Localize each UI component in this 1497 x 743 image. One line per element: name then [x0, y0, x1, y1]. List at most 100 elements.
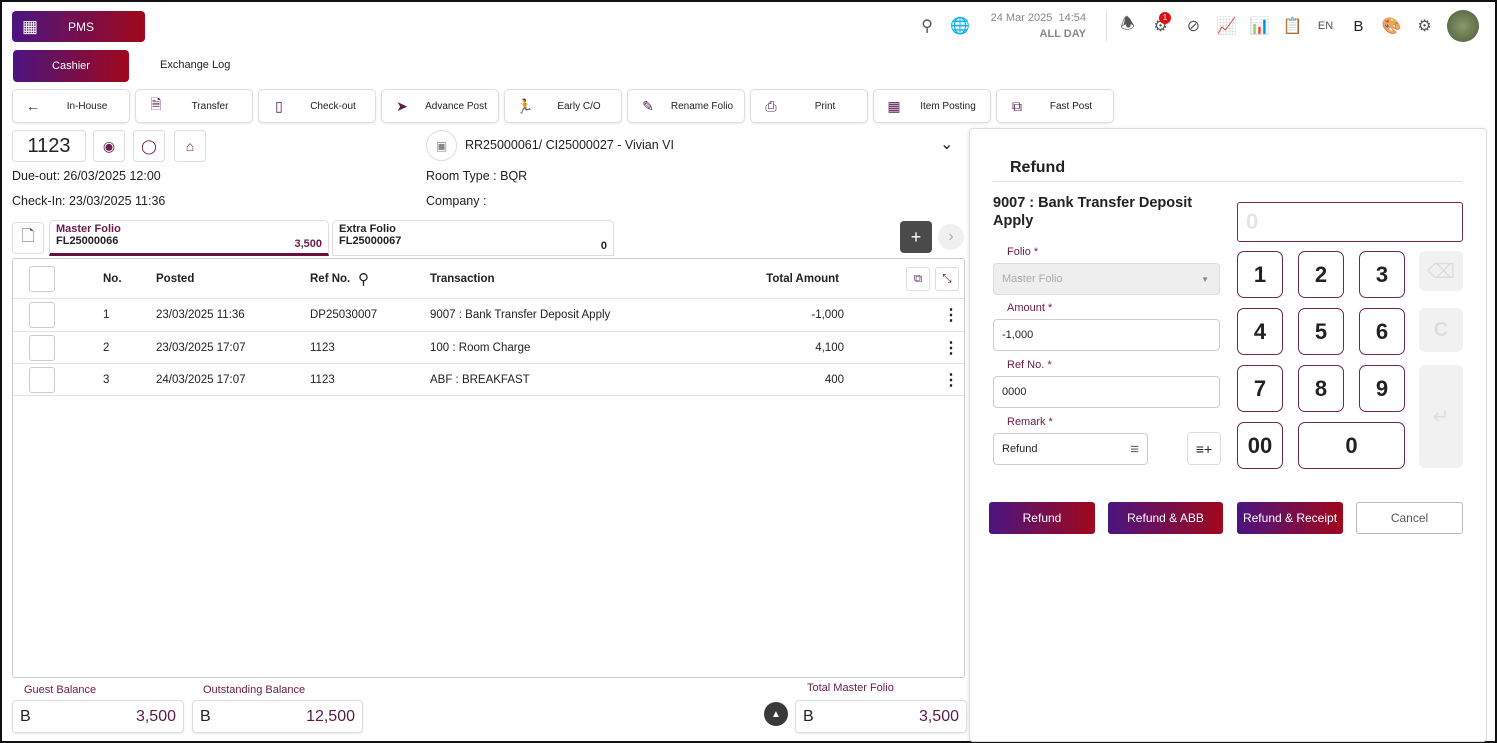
table-row[interactable]: 3 24/03/2025 17:07 1123 ABF : BREAKFAST … [13, 364, 964, 396]
row-checkbox[interactable] [29, 302, 55, 328]
key-6[interactable]: 6 [1359, 308, 1405, 355]
tab-cashier[interactable]: Cashier [13, 50, 129, 82]
outstanding-balance-label: Outstanding Balance [203, 684, 306, 696]
language-selector[interactable]: EN [1317, 20, 1334, 32]
line-chart-icon[interactable]: 📈 [1216, 18, 1237, 35]
refund-title: Refund [1010, 159, 1066, 176]
item-posting-button[interactable]: ▦ Item Posting [873, 89, 991, 123]
fast-post-button[interactable]: ⧉ Fast Post [996, 89, 1114, 123]
more-vertical-icon[interactable]: ⋮ [943, 339, 959, 357]
key-1[interactable]: 1 [1237, 251, 1283, 298]
folio-tab-master[interactable]: Master Folio FL25000066 3,500 [49, 220, 329, 256]
key-3[interactable]: 3 [1359, 251, 1405, 298]
printer-icon: ⎙ [765, 97, 777, 114]
settings-icon[interactable]: ⚙ [1417, 18, 1432, 35]
expand-icon[interactable]: ⤡ [935, 266, 959, 291]
bar-chart-icon[interactable]: 📊 [1249, 18, 1270, 35]
expand-up-icon[interactable]: ▲ [764, 702, 788, 726]
value: 3,500 [918, 707, 959, 725]
print-button[interactable]: ⎙ Print [750, 89, 868, 123]
amount-input[interactable]: -1,000 [993, 319, 1220, 351]
bell-icon[interactable]: 🕭 [1120, 15, 1135, 33]
key-00[interactable]: 00 [1237, 422, 1283, 469]
row-checkbox[interactable] [29, 334, 55, 361]
guest-card-icon[interactable]: ◉ [93, 130, 125, 162]
folio-amount: 3,500 [294, 238, 322, 250]
key-7[interactable]: 7 [1237, 365, 1283, 412]
total-master-folio-label: Total Master Folio [807, 682, 894, 694]
row-checkbox[interactable] [29, 366, 55, 393]
cancel-button[interactable]: Cancel [1356, 502, 1463, 534]
key-9[interactable]: 9 [1359, 365, 1405, 412]
ref-no-input[interactable]: 0000 [993, 376, 1220, 408]
amount-display[interactable]: 0 [1237, 202, 1463, 242]
folio-name: Extra Folio [339, 223, 396, 235]
early-checkout-button[interactable]: 🏃 Early C/O [504, 89, 622, 123]
folio-name: Master Folio [56, 223, 121, 235]
key-0[interactable]: 0 [1298, 422, 1405, 469]
guest-balance: B 3,500 [12, 700, 184, 733]
refund-button[interactable]: Refund [989, 502, 1095, 534]
more-vertical-icon[interactable]: ⋮ [943, 307, 959, 324]
register-icon: ▦ [887, 97, 901, 114]
in-house-button[interactable]: ← In-House [12, 89, 130, 123]
table-row[interactable]: 1 23/03/2025 11:36 DP25030007 9007 : Ban… [13, 299, 964, 332]
gauge-icon[interactable]: ⊘ [1186, 18, 1201, 35]
more-vertical-icon[interactable]: ⋮ [943, 371, 959, 389]
folio-search-icon[interactable]: ⧉ [906, 266, 930, 291]
app-title: PMS [68, 19, 95, 34]
color-palette-icon[interactable]: 🎨 [1381, 18, 1402, 35]
cell-no: 1 [103, 309, 110, 321]
time: 14:54 [1058, 12, 1086, 24]
guest-photo-icon[interactable]: ▣ [426, 130, 457, 161]
cell-ref: 1123 [310, 373, 335, 386]
tab-exchange-log[interactable]: Exchange Log [160, 59, 231, 71]
search-icon[interactable]: ⚲ [358, 270, 369, 288]
select-all-checkbox[interactable] [29, 265, 55, 292]
header-amount: Total Amount [766, 272, 839, 285]
key-2[interactable]: 2 [1298, 251, 1344, 298]
folio-list-icon[interactable]: 🗋 [12, 222, 44, 254]
key-4[interactable]: 4 [1237, 308, 1283, 355]
transfer-button[interactable]: 🗎 Transfer [135, 89, 253, 123]
notification-badge: 1 [1159, 12, 1171, 24]
building-icon: ▦ [22, 16, 39, 36]
list-icon[interactable]: ≡ [1130, 440, 1139, 458]
label: In-House [66, 100, 108, 112]
refund-receipt-button[interactable]: Refund & Receipt [1237, 502, 1343, 534]
rename-folio-button[interactable]: ✎ Rename Folio [627, 89, 745, 123]
key-5[interactable]: 5 [1298, 308, 1344, 355]
pms-app-button[interactable]: ▦ PMS [12, 11, 145, 42]
chevron-right-icon[interactable]: › [938, 224, 964, 250]
clear-button[interactable]: C [1419, 308, 1463, 352]
crosshair-icon[interactable]: ◯ [133, 130, 165, 162]
value: 3,500 [135, 707, 176, 725]
backspace-button[interactable]: ⌫ [1419, 251, 1463, 291]
check-out-button[interactable]: ▯ Check-out [258, 89, 376, 123]
due-out: Due-out: 26/03/2025 12:00 [12, 169, 161, 183]
gear-globe-icon[interactable]: ⚙ 1 [1144, 12, 1177, 36]
folio-select[interactable]: Master Folio ▼ [993, 263, 1220, 295]
chevron-down-icon[interactable]: ⌄ [940, 136, 954, 153]
currency-selector[interactable]: B [1353, 17, 1364, 35]
add-folio-button[interactable]: + [900, 221, 932, 253]
globe-search-icon[interactable]: 🌐 [950, 18, 971, 35]
enter-button[interactable]: ↵ [1419, 365, 1463, 468]
label: Advance Post [425, 100, 487, 112]
advance-post-button[interactable]: ➤ Advance Post [381, 89, 499, 123]
currency: B [200, 707, 211, 725]
remark-input[interactable]: Refund ≡ [993, 433, 1148, 465]
key-8[interactable]: 8 [1298, 365, 1344, 412]
cell-posted: 24/03/2025 17:07 [156, 373, 246, 386]
outstanding-balance: B 12,500 [192, 700, 363, 733]
search-icon[interactable]: ⚲ [921, 18, 933, 35]
avatar[interactable] [1447, 10, 1479, 42]
walking-icon: 🏃 [516, 97, 534, 114]
add-remark-button[interactable]: ≡+ [1187, 432, 1221, 465]
table-row[interactable]: 2 23/03/2025 17:07 1123 100 : Room Charg… [13, 332, 964, 364]
date: 24 Mar 2025 [990, 12, 1053, 24]
room-bed-icon[interactable]: ⌂ [174, 130, 206, 162]
report-icon[interactable]: 📋 [1282, 18, 1303, 35]
refund-abb-button[interactable]: Refund & ABB [1108, 502, 1223, 534]
folio-tab-extra[interactable]: Extra Folio FL25000067 0 [332, 220, 614, 256]
